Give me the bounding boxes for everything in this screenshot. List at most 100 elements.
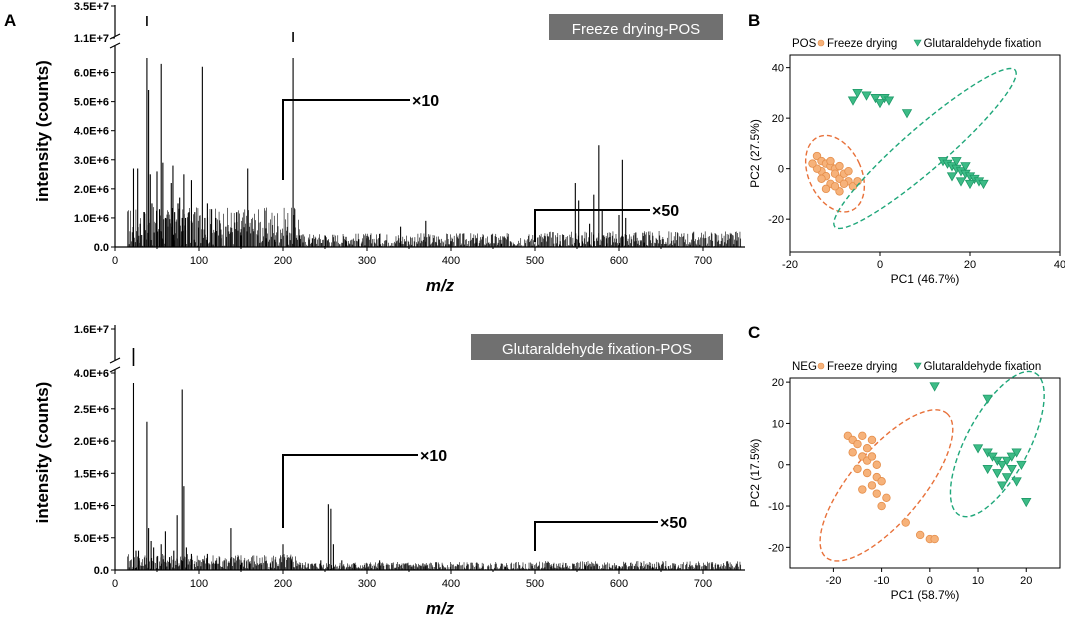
data-point: [901, 109, 913, 119]
data-point: [982, 394, 993, 404]
y-tick-label: 0.0: [94, 565, 109, 577]
y-tick-label: 2.0E+6: [74, 436, 109, 448]
legend-marker: [817, 362, 825, 370]
data-point: [872, 460, 881, 469]
spectrum-glutaraldehyde: 0 100 200 300 400 500 600 700 0.0 5.0E+5 1.0E+6 1.5…: [33, 324, 745, 618]
y-tick-label: -20: [768, 542, 784, 554]
data-point: [853, 439, 862, 449]
data-point: [870, 94, 881, 104]
data-point: [996, 481, 1008, 491]
x-tick-label: 200: [274, 255, 292, 267]
legend-label: Freeze drying: [827, 361, 897, 373]
y-tick-label: 0: [778, 460, 784, 472]
y-tick-label: 0: [778, 164, 784, 176]
x-tick-label: -20: [825, 575, 841, 587]
x-tick-label: 700: [694, 255, 712, 267]
y-tick-label: 6.0E+6: [74, 68, 109, 80]
x-tick-label: 0: [927, 575, 933, 587]
data-point: [867, 452, 877, 461]
axis-break-mark: [109, 357, 121, 364]
x-tick-label: 40: [1054, 259, 1065, 271]
x-tick-label: 600: [610, 255, 628, 267]
x-axis-title: m/z: [426, 599, 455, 618]
confidence-ellipse: [833, 67, 1017, 230]
data-point: [882, 493, 891, 502]
y-tick-label: 10: [772, 418, 784, 430]
data-point: [862, 444, 872, 453]
y-tick-label: 1.0E+6: [74, 213, 109, 225]
magnifier-label: ×10: [420, 448, 447, 465]
y-tick-label: 3.5E+7: [74, 1, 109, 13]
y-axis-title: intensity (counts): [33, 60, 52, 202]
y-tick-label: 5.0E+5: [74, 533, 109, 545]
spectrum-title: Freeze drying-POS: [572, 21, 700, 38]
data-point: [817, 174, 826, 183]
data-point: [901, 518, 910, 527]
data-point: [858, 485, 867, 494]
y-tick-label: 1.0E+6: [74, 501, 109, 513]
data-point: [852, 88, 863, 99]
y-tick-label: -20: [768, 214, 784, 226]
x-tick-label: 600: [610, 578, 628, 590]
data-point: [877, 501, 886, 511]
data-point: [848, 448, 857, 457]
x-axis-title: PC1 (46.7%): [891, 272, 960, 286]
y-tick-label: 4.0E+6: [74, 368, 109, 380]
y-tick-label: 2.5E+6: [74, 404, 109, 416]
y-tick-label: 1.6E+7: [74, 324, 109, 336]
data-point: [946, 172, 958, 182]
data-point: [874, 99, 886, 109]
y-tick-label: 1.1E+7: [74, 33, 109, 45]
data-point: [1001, 456, 1013, 466]
peaks: [132, 383, 654, 570]
legend-title: NEG: [792, 361, 817, 373]
x-tick-label: -10: [874, 575, 890, 587]
peaks: [132, 58, 645, 247]
y-tick-label: 4.0E+6: [74, 126, 109, 138]
data-point: [867, 481, 877, 490]
spectrum-title: Glutaraldehyde fixation-POS: [502, 341, 692, 358]
x-tick-label: 400: [442, 578, 460, 590]
title-banner: [471, 334, 723, 360]
data-point: [826, 156, 835, 166]
pca-plot-neg: -20 -10 0 10 20 -20 -10 0 10 20 NEG Freeze drying Gl…: [748, 361, 1061, 602]
axis-break-mark: [109, 366, 121, 373]
panel-label-b: B: [748, 11, 760, 30]
y-tick-label: 5.0E+6: [74, 97, 109, 109]
data-point: [883, 96, 895, 106]
x-tick-label: 400: [442, 255, 460, 267]
title-banner: [549, 14, 723, 40]
data-point: [808, 159, 817, 168]
confidence-ellipse: [819, 409, 954, 562]
data-point: [978, 179, 989, 190]
legend-marker: [817, 39, 825, 47]
x-tick-label: 0: [112, 255, 118, 267]
y-tick-label: 0.0: [94, 242, 109, 254]
x-tick-label: 0: [877, 259, 883, 271]
x-tick-label: 500: [526, 255, 544, 267]
magnifier-bracket: [534, 521, 658, 551]
data-point: [955, 177, 967, 187]
data-point: [858, 431, 867, 441]
y-axis-title: PC2 (27.5%): [748, 119, 762, 188]
data-point: [867, 435, 877, 445]
x-tick-label: 300: [358, 255, 376, 267]
spectrum-freeze-drying: 0 100 200 300 400 500 600 700 0.0 1.0E+6 2.0E+6 3.0…: [33, 1, 745, 295]
data-point: [861, 91, 872, 101]
data-point: [835, 161, 844, 171]
y-tick-label: 40: [772, 63, 784, 75]
legend-marker: [913, 39, 922, 47]
data-point: [992, 469, 1003, 479]
data-point: [844, 166, 853, 176]
legend-title: POS: [792, 38, 817, 50]
x-tick-label: 20: [964, 259, 976, 271]
y-tick-label: 20: [772, 377, 784, 389]
axis-break-mark: [109, 42, 121, 49]
x-axis-title: PC1 (58.7%): [891, 588, 960, 602]
data-point: [839, 179, 849, 189]
x-tick-label: 100: [190, 578, 208, 590]
confidence-ellipse: [949, 370, 1045, 518]
data-point: [847, 96, 859, 106]
magnifier-bracket: [282, 454, 418, 528]
